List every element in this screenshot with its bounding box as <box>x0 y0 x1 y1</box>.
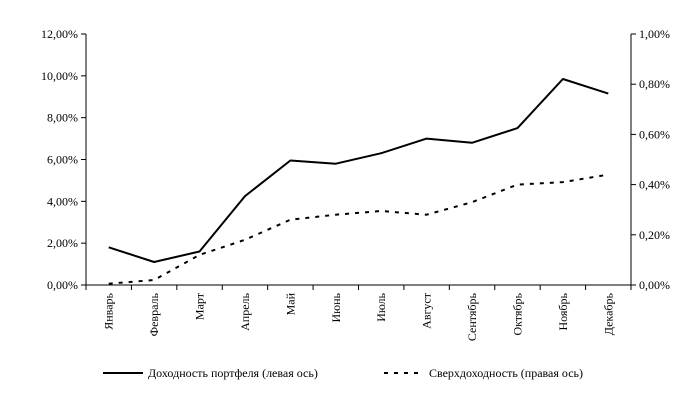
right-y-tick-label: 1,00% <box>639 27 670 41</box>
right-y-tick-label: 0,20% <box>639 228 670 242</box>
x-tick-label: Июль <box>374 292 388 321</box>
x-tick-label: Июнь <box>329 292 343 322</box>
right-y-tick-label: 0,40% <box>639 178 670 192</box>
x-tick-label: Февраль <box>147 292 161 336</box>
legend-label-1: Доходность портфеля (левая ось) <box>148 366 318 380</box>
x-tick-label: Апрель <box>238 292 252 330</box>
x-tick-label: Август <box>420 292 434 329</box>
x-tick-label: Март <box>193 292 207 320</box>
left-y-tick-label: 10,00% <box>41 69 78 83</box>
left-y-tick-label: 6,00% <box>47 153 78 167</box>
series-line-2 <box>108 173 609 285</box>
x-tick-label: Декабрь <box>601 292 615 335</box>
legend-label-2: Сверхдоходность (правая ось) <box>429 366 583 380</box>
x-tick-label: Ноябрь <box>556 292 570 330</box>
left-y-tick-label: 8,00% <box>47 111 78 125</box>
left-y-tick-label: 2,00% <box>47 236 78 250</box>
x-tick-label: Октябрь <box>510 292 524 335</box>
right-y-tick-label: 0,00% <box>639 278 670 292</box>
x-tick-label: Май <box>283 292 297 315</box>
right-y-tick-label: 0,60% <box>639 127 670 141</box>
left-y-tick-label: 12,00% <box>41 27 78 41</box>
left-y-tick-label: 0,00% <box>47 278 78 292</box>
x-tick-label: Январь <box>102 292 116 329</box>
left-y-tick-label: 4,00% <box>47 194 78 208</box>
x-tick-label: Сентябрь <box>465 292 479 341</box>
right-y-tick-label: 0,80% <box>639 77 670 91</box>
series-line-1 <box>108 78 609 263</box>
